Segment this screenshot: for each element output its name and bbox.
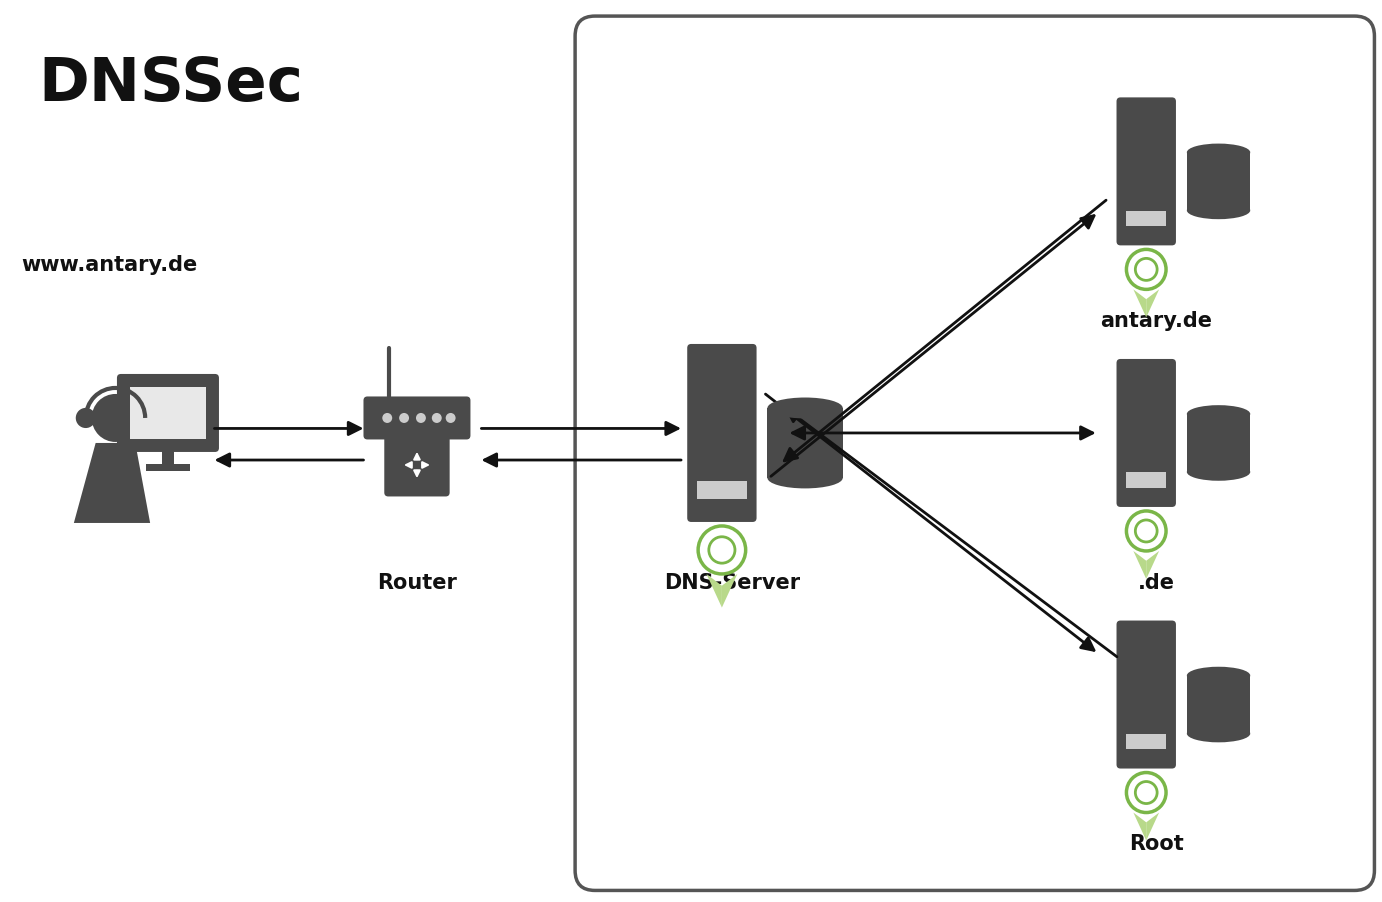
Polygon shape — [1133, 813, 1146, 841]
Text: Root: Root — [1129, 834, 1183, 854]
Ellipse shape — [767, 398, 843, 419]
Ellipse shape — [1187, 667, 1251, 685]
Polygon shape — [706, 574, 721, 608]
FancyBboxPatch shape — [687, 344, 756, 522]
Circle shape — [431, 413, 442, 423]
Bar — [146, 464, 189, 471]
Ellipse shape — [1187, 724, 1251, 742]
FancyBboxPatch shape — [1117, 359, 1176, 507]
Text: DNS-Server: DNS-Server — [663, 573, 800, 593]
Ellipse shape — [1187, 201, 1251, 219]
Text: .de: .de — [1137, 573, 1175, 593]
Ellipse shape — [1187, 143, 1251, 161]
Ellipse shape — [767, 467, 843, 488]
Circle shape — [445, 413, 456, 423]
Circle shape — [399, 413, 409, 423]
Bar — [1187, 414, 1251, 472]
Ellipse shape — [1187, 405, 1251, 423]
FancyBboxPatch shape — [1117, 621, 1176, 769]
FancyBboxPatch shape — [363, 397, 470, 439]
Circle shape — [76, 408, 95, 428]
Text: Router: Router — [377, 573, 457, 593]
Text: www.antary.de: www.antary.de — [21, 255, 198, 275]
Circle shape — [91, 394, 140, 442]
FancyBboxPatch shape — [384, 434, 449, 496]
Text: antary.de: antary.de — [1100, 311, 1212, 331]
Polygon shape — [1146, 290, 1159, 318]
Text: DNSSec: DNSSec — [37, 55, 303, 114]
Bar — [162, 448, 174, 464]
Ellipse shape — [1187, 463, 1251, 481]
Circle shape — [383, 413, 392, 423]
Polygon shape — [721, 574, 738, 608]
FancyBboxPatch shape — [117, 374, 218, 452]
Bar — [1126, 472, 1166, 488]
Bar — [130, 387, 206, 439]
Polygon shape — [1133, 551, 1146, 579]
Bar — [767, 408, 843, 478]
FancyBboxPatch shape — [1117, 97, 1176, 245]
Bar — [1187, 676, 1251, 733]
Circle shape — [416, 413, 426, 423]
Bar — [1187, 152, 1251, 210]
Polygon shape — [73, 443, 151, 523]
Polygon shape — [1146, 813, 1159, 841]
Bar — [1126, 210, 1166, 226]
Bar — [697, 481, 746, 500]
Polygon shape — [1146, 551, 1159, 579]
Polygon shape — [1133, 290, 1146, 318]
Bar — [1126, 733, 1166, 750]
